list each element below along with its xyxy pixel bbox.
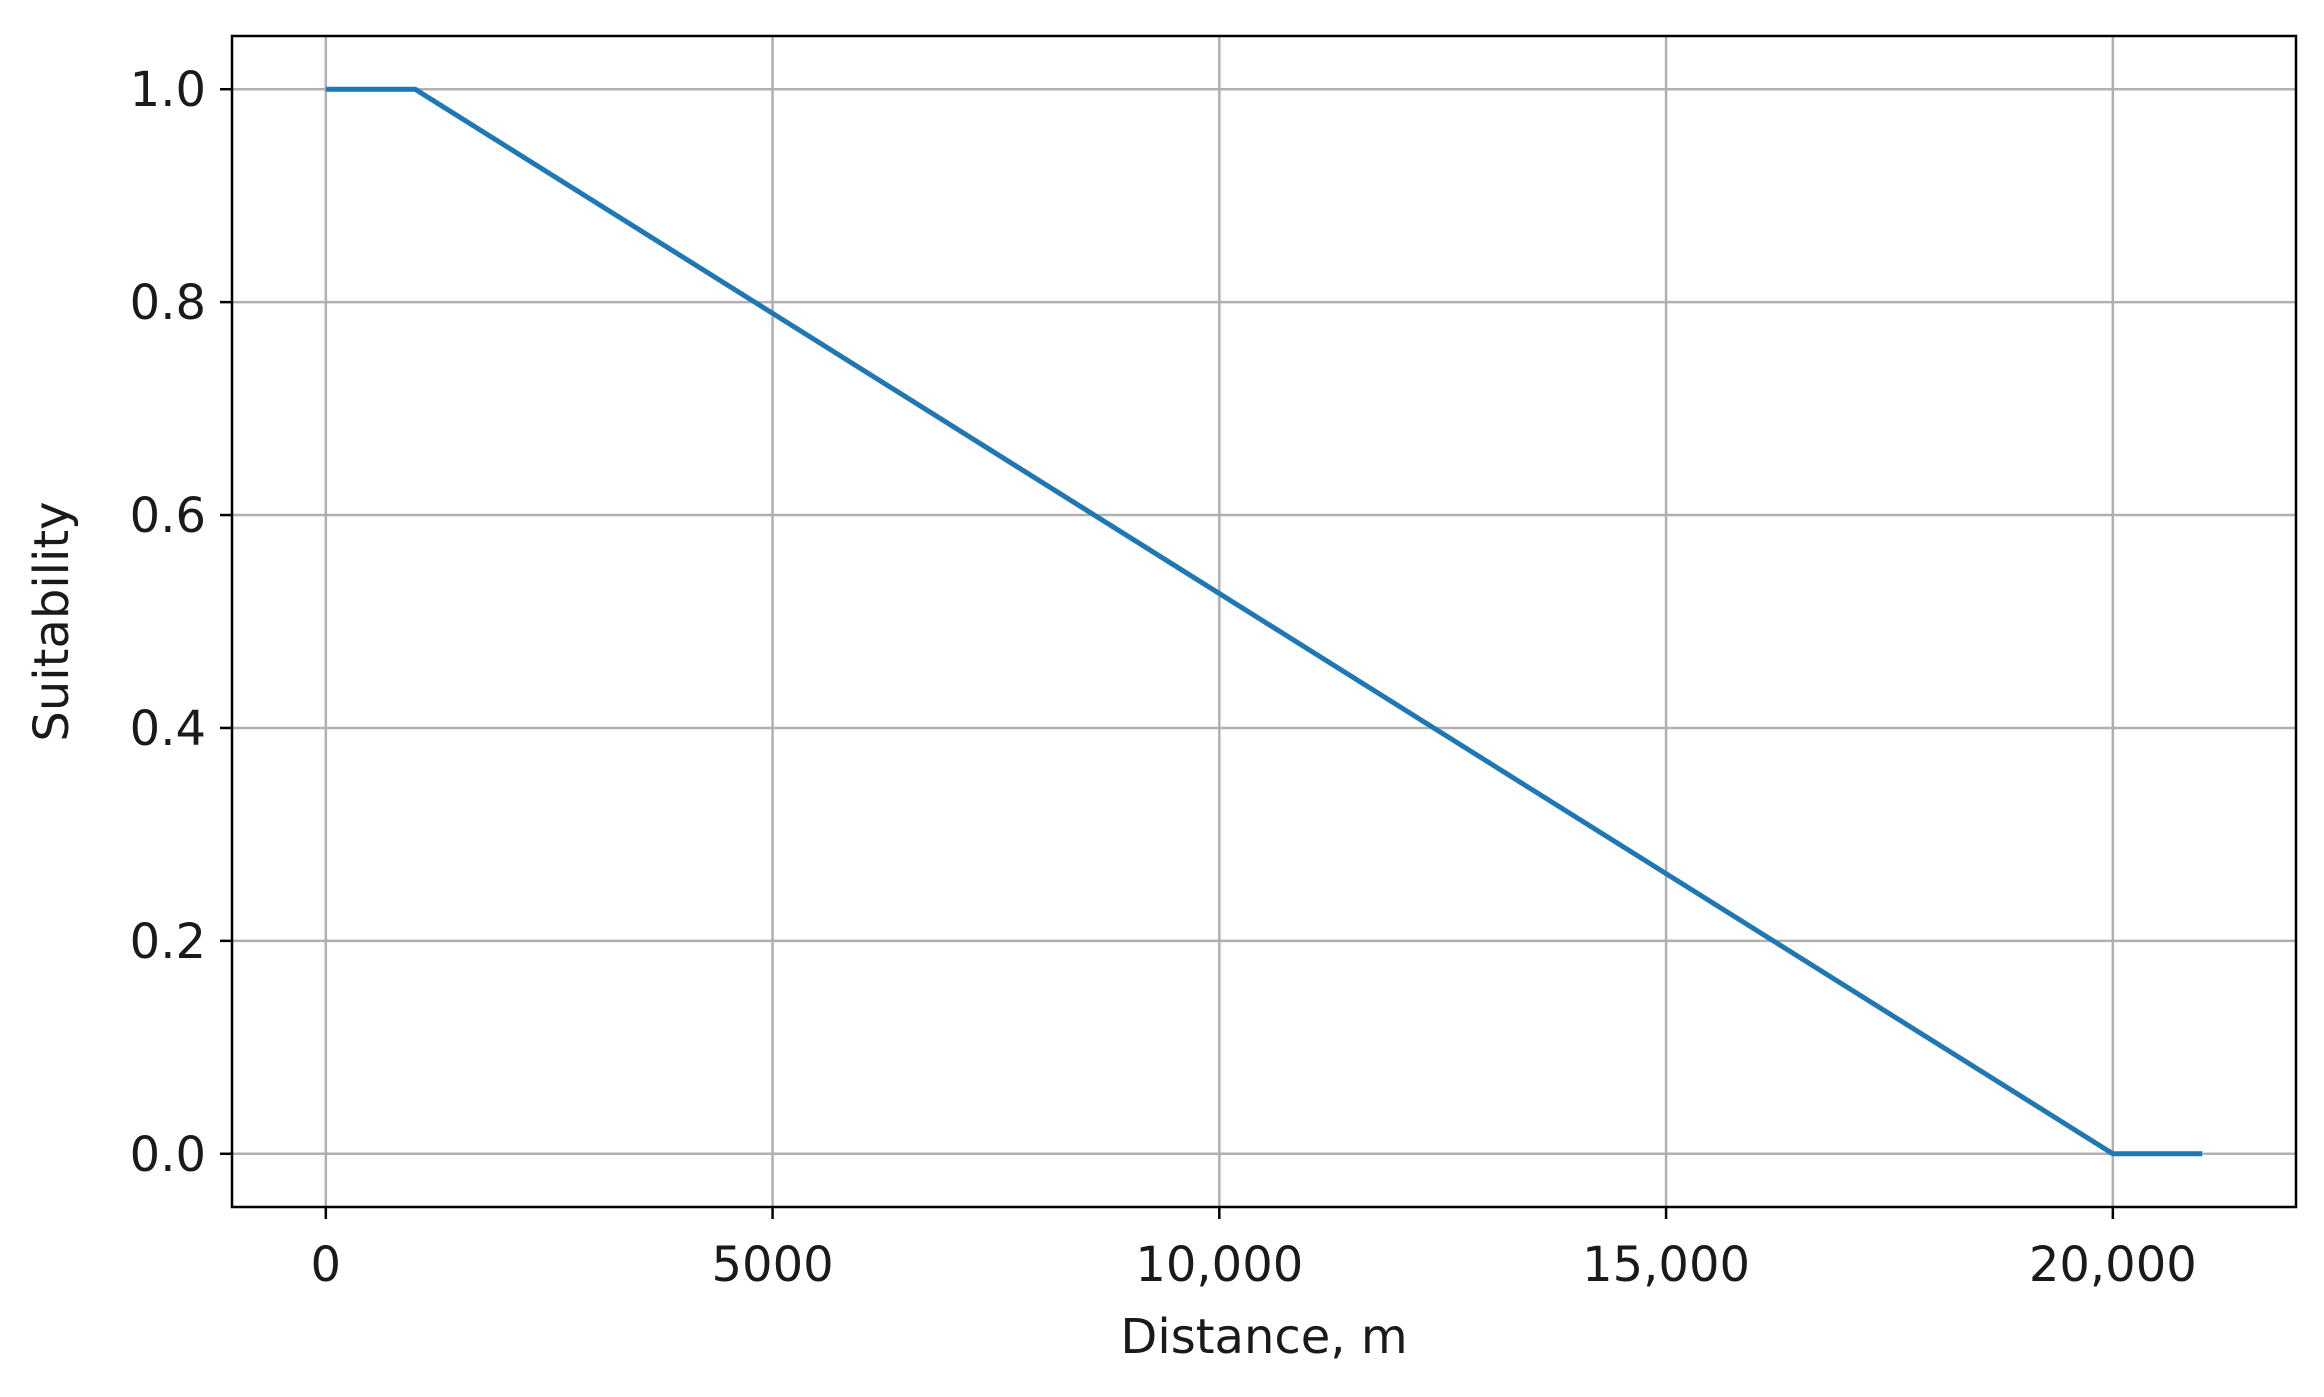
series-line — [325, 86, 2203, 1157]
x-axis-label: Distance, m — [1120, 1309, 1407, 1365]
y-tick-label: 0.8 — [130, 275, 206, 331]
y-tick-label: 0.0 — [130, 1127, 206, 1183]
grid — [232, 36, 2296, 1207]
axis-ticks: 0 5000 10,000 15,000 20,000 0.0 0.2 0.4 0.6 0.8 1.… — [130, 62, 2197, 1293]
plot-series — [325, 86, 2203, 1157]
x-tick-label: 10,000 — [1135, 1237, 1303, 1293]
x-tick-label: 0 — [311, 1237, 342, 1293]
y-axis-label: Suitability — [24, 501, 80, 741]
y-tick-label: 0.2 — [130, 914, 206, 970]
y-tick-label: 0.6 — [130, 488, 206, 544]
x-tick-label: 5000 — [711, 1237, 833, 1293]
x-tick-label: 15,000 — [1582, 1237, 1750, 1293]
y-tick-label: 1.0 — [130, 62, 206, 118]
x-tick-label: 20,000 — [2029, 1237, 2197, 1293]
y-tick-label: 0.4 — [130, 701, 206, 757]
plot-area-frame — [230, 34, 2298, 1209]
